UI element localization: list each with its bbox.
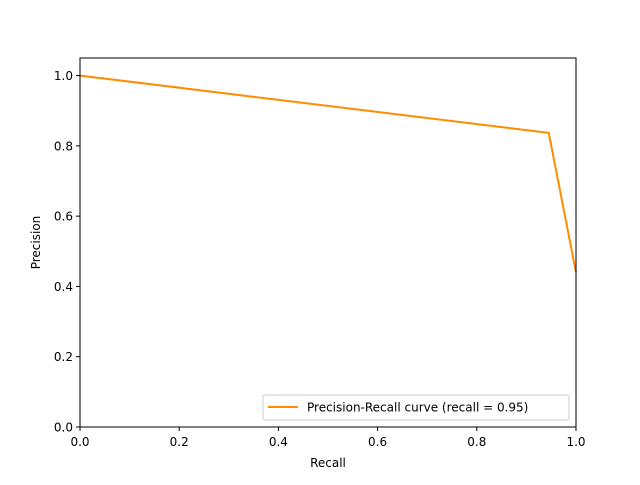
x-tick-label: 1.0 [566,435,585,449]
x-tick-label: 0.2 [170,435,189,449]
y-tick-label: 0.2 [54,350,73,364]
legend-series-label: Precision-Recall curve (recall = 0.95) [307,401,528,415]
x-tick-label: 0.0 [70,435,89,449]
legend: Precision-Recall curve (recall = 0.95) [262,394,570,421]
x-axis-label: Recall [310,456,346,470]
y-axis-label: Precision [29,216,43,270]
plot-area [80,58,576,427]
x-tick-label: 0.4 [269,435,288,449]
y-tick-label: 0.8 [54,139,73,153]
x-axis-ticks: 0.0 0.2 0.4 0.6 0.8 1.0 [70,427,586,449]
series-layer [79,74,577,273]
precision-recall-curve-line [79,74,577,273]
x-tick-label: 0.6 [368,435,387,449]
y-axis-ticks: 0.0 0.2 0.4 0.6 0.8 1.0 [54,69,80,435]
y-tick-label: 0.0 [54,421,73,435]
y-tick-label: 0.4 [54,280,73,294]
y-tick-label: 0.6 [54,210,73,224]
x-tick-label: 0.8 [467,435,486,449]
y-tick-label: 1.0 [54,69,73,83]
plot-frame [79,57,577,428]
legend-box [262,394,570,421]
